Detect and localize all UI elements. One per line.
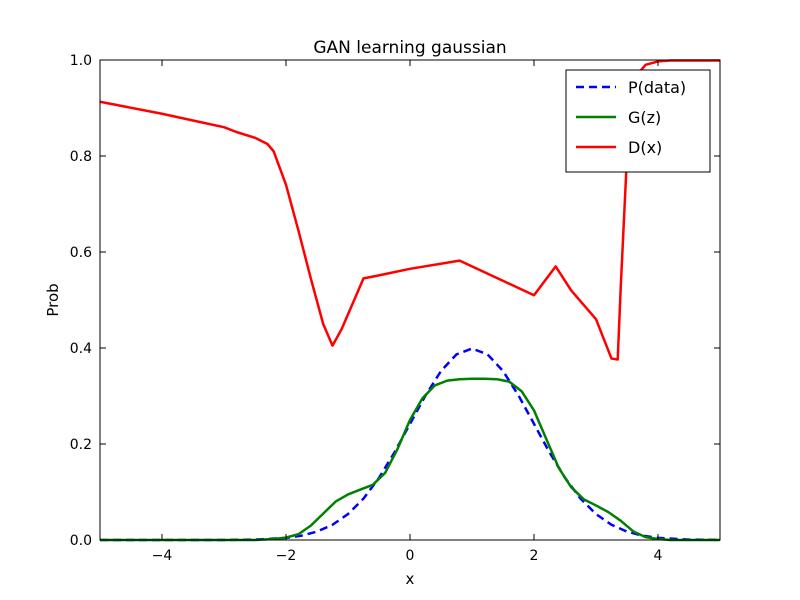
y-tick-label-2: 0.4	[70, 341, 92, 357]
series-line-2	[99, 59, 720, 361]
y-tick-label-4: 0.8	[70, 149, 92, 165]
x-tick-label-1: −2	[276, 548, 297, 564]
ticks-layer: −4 −2 0 2 4 0.0 0.2 0.4 0.6 0.8 1.0	[70, 53, 720, 564]
legend-label-2: D(x)	[628, 138, 662, 157]
chart-title: GAN learning gaussian	[313, 38, 506, 58]
legend-label-1: G(z)	[628, 108, 661, 127]
x-tick-label-0: −4	[152, 548, 173, 564]
series-layer	[99, 59, 721, 542]
x-axis-label: x	[406, 570, 415, 588]
legend-label-0: P(data)	[628, 78, 686, 97]
x-tick-label-3: 2	[530, 548, 539, 564]
x-tick-label-4: 4	[654, 548, 663, 564]
x-tick-label-2: 0	[406, 548, 415, 564]
y-tick-label-3: 0.6	[70, 245, 92, 261]
legend: P(data) G(z) D(x)	[565, 69, 711, 173]
y-tick-label-1: 0.2	[70, 437, 92, 453]
y-tick-label-5: 1.0	[70, 53, 92, 69]
series-line-0	[100, 347, 721, 542]
plot-frame	[99, 59, 721, 541]
series-line-1	[100, 377, 720, 542]
y-tick-label-0: 0.0	[70, 533, 92, 549]
y-axis-label: Prob	[44, 283, 62, 316]
